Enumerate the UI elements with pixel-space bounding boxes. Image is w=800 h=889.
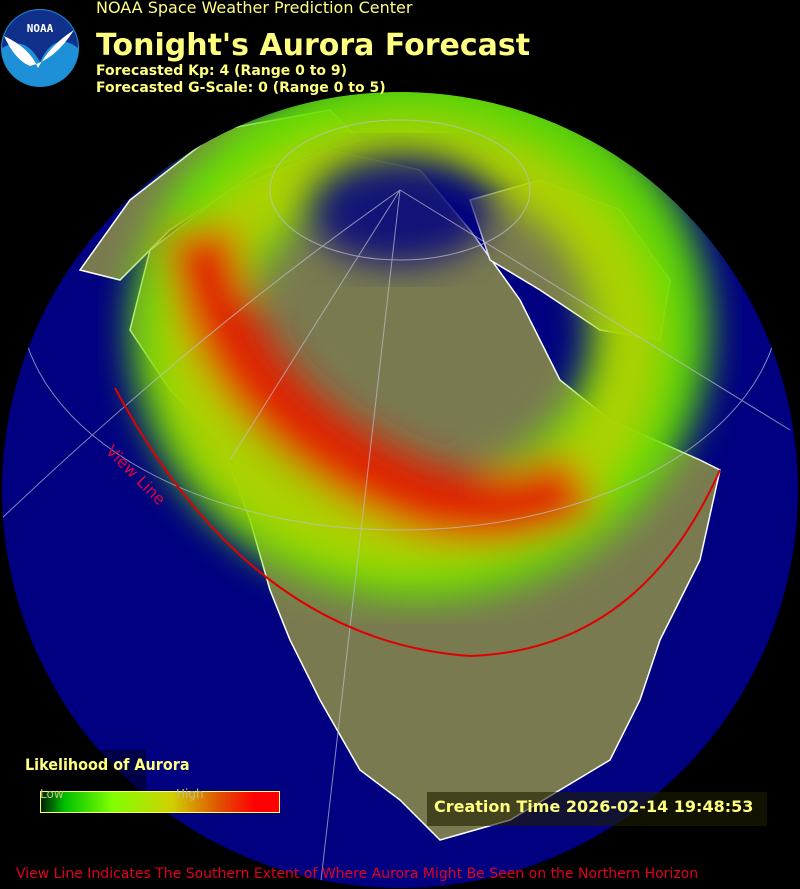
legend-title: Likelihood of Aurora [25, 755, 190, 774]
footer-note: View Line Indicates The Southern Extent … [16, 866, 699, 882]
likelihood-color-bar [40, 791, 280, 813]
legend-high-label: High [176, 787, 204, 801]
organization-name: NOAA Space Weather Prediction Center [96, 0, 413, 17]
kp-forecast: Forecasted Kp: 4 (Range 0 to 9) [96, 63, 348, 79]
creation-time-panel [427, 792, 767, 826]
view-line [114, 387, 721, 658]
page-title: Tonight's Aurora Forecast [96, 28, 531, 63]
svg-text:NOAA: NOAA [27, 22, 54, 35]
aurora-oval [130, 92, 710, 600]
creation-time: Creation Time 2026-02-14 19:48:53 [434, 797, 754, 816]
legend-low-label: Low [40, 787, 64, 801]
noaa-logo: NOAA [1, 9, 79, 87]
gscale-forecast: Forecasted G-Scale: 0 (Range 0 to 5) [96, 80, 386, 96]
